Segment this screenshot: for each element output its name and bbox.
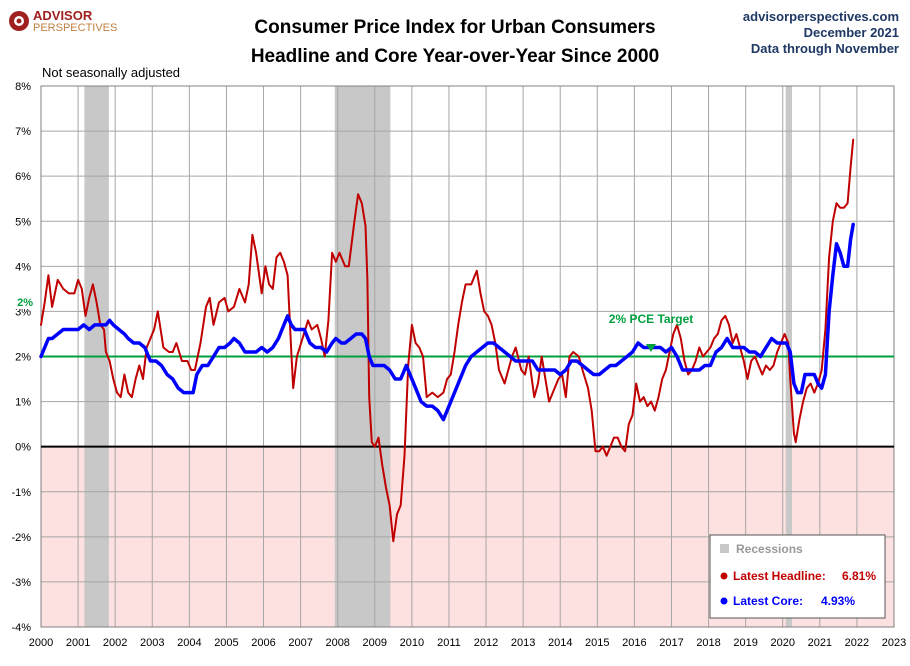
logo-line2: PERSPECTIVES: [33, 22, 117, 34]
legend-core-value: 4.93%: [821, 594, 855, 608]
advisor-perspectives-logo: ADVISOR PERSPECTIVES: [9, 8, 117, 34]
x-tick-label: 2021: [808, 637, 832, 649]
x-tick-label: 2009: [363, 637, 387, 649]
x-tick-label: 2005: [214, 637, 238, 649]
legend-headline-label: Latest Headline:: [733, 569, 826, 583]
x-tick-label: 2023: [882, 637, 906, 649]
legend-recession-label: Recessions: [736, 542, 803, 556]
x-tick-label: 2022: [845, 637, 869, 649]
y-tick-label: -2%: [11, 532, 31, 544]
x-tick-label: 2017: [659, 637, 683, 649]
y-tick-label: -3%: [11, 577, 31, 589]
x-tick-label: 2013: [511, 637, 535, 649]
legend-recession-swatch: [720, 544, 729, 553]
y-tick-label: 3%: [15, 306, 31, 318]
logo-emblem-core: [16, 18, 22, 24]
y-tick-label: 6%: [15, 171, 31, 183]
target-label: 2% PCE Target: [609, 312, 693, 326]
legend-headline-value: 6.81%: [842, 569, 876, 583]
legend: Recessions Latest Headline: 6.81% Latest…: [709, 534, 886, 619]
target-axis-label: 2%: [17, 297, 33, 309]
y-tick-label: -4%: [11, 622, 31, 634]
site-name: advisorperspectives.com: [743, 9, 899, 24]
legend-core-label: Latest Core:: [733, 594, 803, 608]
x-tick-label: 2014: [548, 637, 572, 649]
x-tick-label: 2002: [103, 637, 127, 649]
y-tick-label: 8%: [15, 81, 31, 93]
x-tick-label: 2016: [622, 637, 646, 649]
logo-line1: ADVISOR: [33, 8, 93, 23]
y-tick-label: 0%: [15, 442, 31, 454]
y-tick-label: 7%: [15, 126, 31, 138]
x-tick-label: 2001: [66, 637, 90, 649]
y-tick-label: -1%: [11, 487, 31, 499]
legend-core-marker: [720, 597, 728, 605]
x-tick-label: 2018: [696, 637, 720, 649]
target-pointer-icon: [646, 344, 656, 352]
y-tick-label: 4%: [15, 261, 31, 273]
report-date: December 2021: [804, 25, 899, 40]
chart-title-line2: Headline and Core Year-over-Year Since 2…: [251, 46, 659, 67]
y-tick-label: 2%: [15, 352, 31, 364]
core-series-line: [39, 222, 855, 422]
seasonal-note: Not seasonally adjusted: [42, 65, 180, 80]
x-tick-label: 2011: [437, 637, 461, 649]
chart-title-line1: Consumer Price Index for Urban Consumers: [254, 17, 655, 38]
legend-headline-marker: [720, 572, 728, 580]
x-tick-label: 2019: [733, 637, 757, 649]
grid-lines: [40, 85, 895, 628]
x-tick-label: 2008: [325, 637, 349, 649]
x-tick-label: 2010: [400, 637, 424, 649]
headline-series-line: [40, 138, 855, 543]
data-through: Data through November: [751, 41, 899, 56]
x-tick-label: 2012: [474, 637, 498, 649]
series-lines: [39, 138, 855, 543]
x-tick-label: 2004: [177, 637, 201, 649]
legend-box: [709, 534, 886, 619]
x-tick-label: 2007: [288, 637, 312, 649]
x-tick-label: 2020: [770, 637, 794, 649]
x-tick-label: 2006: [251, 637, 275, 649]
y-tick-label: 5%: [15, 216, 31, 228]
x-tick-label: 2003: [140, 637, 164, 649]
target-axis-badge: [8, 296, 35, 309]
axis-labels: 2000 2001 2002 2003 2004 2005 2006 2007 2008 2009…: [11, 81, 906, 649]
x-tick-label: 2015: [585, 637, 609, 649]
y-tick-label: 1%: [15, 397, 31, 409]
x-tick-label: 2000: [29, 637, 53, 649]
